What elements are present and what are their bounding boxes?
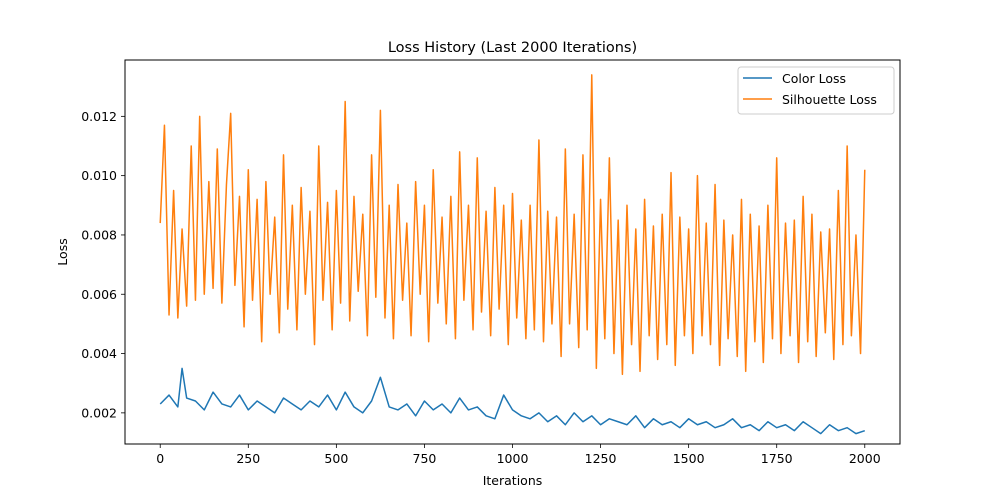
y-tick-label: 0.008 [81,227,117,242]
y-axis: 0.002 0.004 0.006 0.008 0.010 0.012 [81,109,125,420]
y-tick-label: 0.002 [81,405,117,420]
legend: Color Loss Silhouette Loss [737,66,895,115]
series-layer [159,74,866,435]
x-tick-label: 1000 [497,451,529,466]
y-tick-label: 0.010 [81,168,117,183]
legend-box [737,66,895,115]
y-tick-label: 0.004 [81,346,117,361]
x-tick-label: 500 [324,451,348,466]
plot-area [124,59,901,445]
x-tick-label: 2000 [849,451,881,466]
x-tick-label: 1750 [761,451,793,466]
x-axis: 0 250 500 750 1000 1250 1500 1750 2000 [156,444,881,466]
x-tick-label: 750 [413,451,437,466]
legend-label-silhouette-loss: Silhouette Loss [782,92,877,107]
x-axis-label: Iterations [483,473,543,488]
series-line-color-loss [159,367,866,435]
chart-title: Loss History (Last 2000 Iterations) [388,40,637,56]
x-tick-label: 1500 [673,451,705,466]
x-tick-label: 1250 [585,451,617,466]
legend-label-color-loss: Color Loss [782,71,846,86]
series-line-silhouette-loss [159,74,866,376]
y-tick-label: 0.006 [81,287,117,302]
x-tick-label: 0 [156,451,164,466]
x-tick-label: 250 [236,451,260,466]
y-axis-label: Loss [55,238,70,265]
y-tick-label: 0.012 [81,109,117,124]
